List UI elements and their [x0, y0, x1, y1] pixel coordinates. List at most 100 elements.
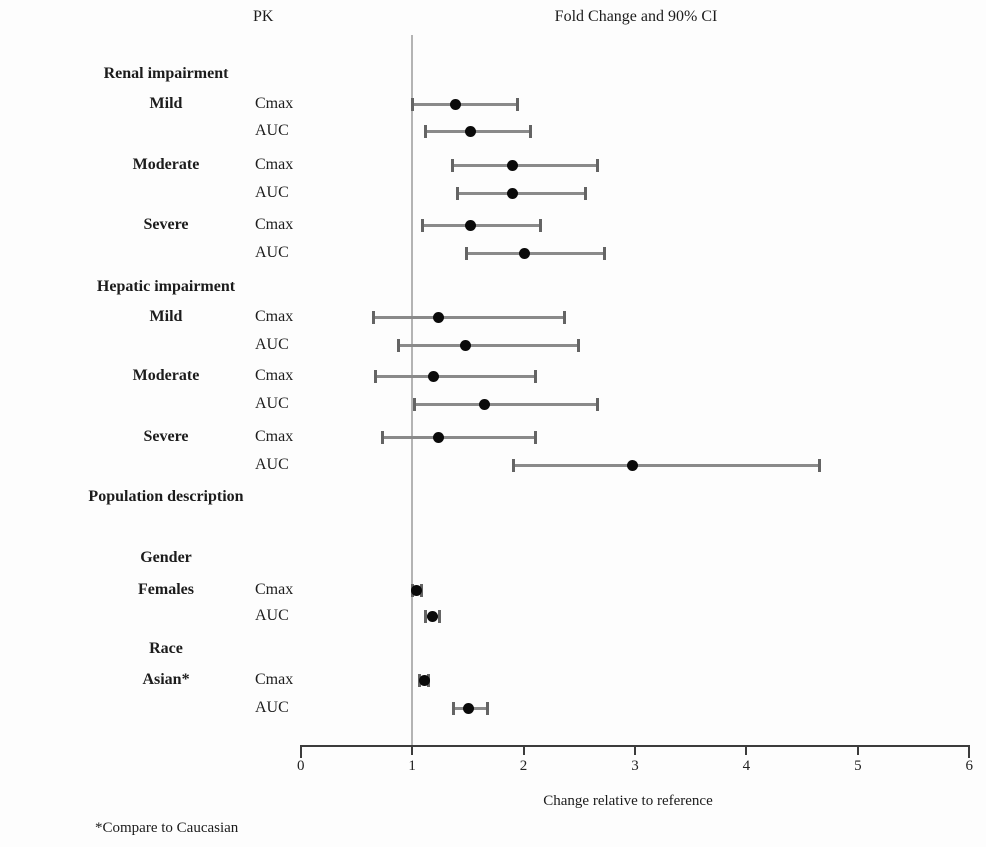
ci-cap-low: [424, 609, 427, 623]
x-axis-line: [300, 745, 970, 747]
ci-cap-low: [456, 186, 460, 200]
ci-cap-high: [534, 430, 538, 444]
ci-cap-high: [818, 458, 822, 472]
row-pk-label: Cmax: [255, 581, 294, 598]
point-estimate-dot: [433, 311, 445, 323]
row-pk-label: Cmax: [255, 216, 294, 233]
row-section-label: Hepatic impairment: [96, 278, 236, 295]
footnote: *Compare to Caucasian: [95, 820, 239, 836]
row-pk-label: AUC: [255, 395, 289, 412]
row-pk-label: AUC: [255, 244, 289, 261]
x-axis-tick-label: 3: [631, 758, 639, 774]
x-axis-tick: [411, 746, 414, 755]
row-pk-label: Cmax: [255, 156, 294, 173]
ci-cap-high: [576, 338, 580, 352]
row-group-label: Moderate: [132, 156, 200, 173]
ci-cap-low: [451, 701, 455, 715]
row-pk-label: Cmax: [255, 308, 294, 325]
point-estimate-dot: [479, 398, 491, 410]
row-group-label: Severe: [143, 428, 189, 445]
pk-column-header: PK: [253, 8, 274, 25]
row-pk-label: Cmax: [255, 95, 294, 112]
ci-line: [452, 163, 598, 167]
point-estimate-dot: [463, 702, 475, 714]
point-estimate-dot: [450, 98, 462, 110]
ci-cap-high: [486, 701, 490, 715]
ci-cap-low: [450, 158, 454, 172]
ci-cap-high: [538, 218, 542, 232]
x-axis-tick-label: 5: [854, 758, 862, 774]
reference-line: [411, 35, 413, 745]
row-group-label: Mild: [149, 95, 183, 112]
row-group-label: Females: [138, 581, 194, 598]
x-axis-tick: [299, 746, 302, 758]
ci-cap-high: [563, 310, 567, 324]
x-axis-tick-label: 6: [965, 758, 974, 774]
ci-line: [382, 435, 536, 439]
x-axis-tick: [522, 746, 525, 755]
ci-line: [425, 129, 531, 133]
x-axis-tick-label: 1: [408, 758, 416, 774]
ci-cap-low: [420, 218, 424, 232]
ci-line: [513, 463, 820, 467]
ci-cap-high: [595, 158, 599, 172]
row-group-label: Severe: [143, 216, 189, 233]
ci-cap-high: [528, 124, 532, 138]
ci-line: [457, 191, 586, 195]
row-pk-label: AUC: [255, 607, 289, 624]
ci-cap-low: [397, 338, 401, 352]
ci-cap-high: [603, 246, 607, 260]
row-group-label: Mild: [149, 308, 183, 325]
row-pk-label: Cmax: [255, 671, 294, 688]
chart-title: Fold Change and 90% CI: [554, 8, 718, 25]
point-estimate-dot: [427, 370, 439, 382]
ci-line: [466, 251, 605, 255]
ci-line: [422, 223, 541, 227]
point-estimate-dot: [460, 339, 472, 351]
point-estimate-dot: [627, 459, 639, 471]
row-pk-label: AUC: [255, 122, 289, 139]
ci-cap-low: [412, 397, 416, 411]
point-estimate-dot: [506, 187, 518, 199]
ci-cap-high: [516, 97, 520, 111]
row-pk-label: Cmax: [255, 428, 294, 445]
row-pk-label: Cmax: [255, 367, 294, 384]
point-estimate-dot: [519, 247, 531, 259]
row-group-label: Moderate: [132, 367, 200, 384]
x-axis-tick-label: 4: [742, 758, 751, 774]
row-pk-label: AUC: [255, 456, 289, 473]
ci-cap-low: [465, 246, 469, 260]
row-section-label: Gender: [140, 549, 192, 566]
ci-line: [373, 315, 565, 319]
row-group-label: Asian*: [142, 671, 190, 688]
ci-cap-high: [595, 397, 599, 411]
ci-line: [414, 402, 598, 406]
row-pk-label: AUC: [255, 336, 289, 353]
point-estimate-dot: [411, 584, 423, 596]
row-pk-label: AUC: [255, 184, 289, 201]
point-estimate-dot: [418, 674, 430, 686]
ci-line: [412, 102, 518, 106]
ci-cap-low: [512, 458, 516, 472]
ci-cap-low: [424, 124, 427, 138]
ci-line: [375, 374, 536, 378]
row-section-label: Race: [149, 640, 183, 657]
ci-line: [398, 343, 579, 347]
ci-cap-high: [584, 186, 588, 200]
point-estimate-dot: [433, 431, 445, 443]
row-section-label: Population description: [88, 488, 244, 505]
ci-cap-high: [438, 609, 442, 623]
x-axis-tick: [633, 746, 636, 755]
x-axis-label: Change relative to reference: [543, 793, 713, 809]
point-estimate-dot: [464, 219, 476, 231]
ci-cap-low: [380, 430, 384, 444]
ci-cap-high: [534, 369, 538, 383]
row-pk-label: AUC: [255, 699, 289, 716]
ci-cap-low: [371, 310, 375, 324]
point-estimate-dot: [506, 159, 518, 171]
x-axis-tick: [856, 746, 859, 755]
x-axis-tick: [968, 746, 971, 758]
x-axis-tick-label: 0: [296, 758, 305, 774]
ci-cap-low: [410, 97, 414, 111]
x-axis-tick-label: 2: [519, 758, 528, 774]
